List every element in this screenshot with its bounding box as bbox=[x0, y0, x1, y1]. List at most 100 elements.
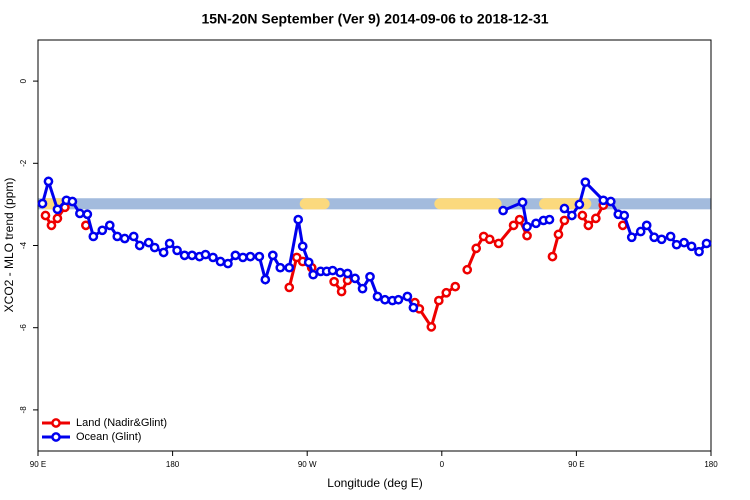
land-span bbox=[434, 198, 502, 210]
data-point bbox=[275, 262, 286, 273]
band bbox=[38, 198, 711, 210]
data-point bbox=[441, 287, 452, 298]
data-point bbox=[187, 250, 197, 261]
data-point bbox=[665, 231, 676, 242]
data-point bbox=[67, 196, 78, 207]
y-tick-label: -8 bbox=[19, 406, 28, 414]
data-point bbox=[365, 271, 375, 282]
data-point bbox=[514, 214, 525, 225]
data-point bbox=[635, 226, 646, 237]
data-point bbox=[134, 240, 145, 251]
data-point bbox=[52, 213, 63, 224]
data-point bbox=[164, 238, 175, 249]
data-point bbox=[104, 220, 115, 231]
y-tick-label: 0 bbox=[19, 78, 28, 83]
data-point bbox=[471, 243, 482, 254]
data-point bbox=[393, 294, 404, 305]
data-point bbox=[350, 273, 360, 284]
data-point bbox=[567, 210, 577, 221]
legend-marker bbox=[51, 418, 61, 428]
data-point bbox=[433, 295, 444, 306]
data-point bbox=[380, 294, 390, 305]
data-point bbox=[52, 204, 63, 215]
data-point bbox=[293, 214, 304, 225]
data-point bbox=[641, 220, 652, 231]
data-point bbox=[574, 199, 585, 210]
x-tick-label: 0 bbox=[440, 460, 445, 469]
data-point bbox=[522, 230, 532, 241]
x-tick-label: 180 bbox=[704, 460, 718, 469]
data-point bbox=[426, 322, 437, 332]
data-point bbox=[179, 250, 190, 261]
data-point bbox=[694, 246, 704, 257]
data-point bbox=[342, 268, 353, 279]
data-point bbox=[128, 231, 139, 242]
data-point bbox=[143, 237, 154, 248]
data-point bbox=[267, 250, 278, 261]
data-point bbox=[97, 225, 108, 236]
data-point bbox=[335, 267, 345, 278]
data-point bbox=[46, 220, 57, 231]
data-point bbox=[559, 203, 570, 214]
data-point bbox=[327, 265, 338, 276]
data-point bbox=[522, 221, 532, 232]
data-point bbox=[158, 247, 169, 258]
land-span bbox=[299, 198, 330, 210]
data-point bbox=[37, 198, 48, 209]
data-point bbox=[686, 241, 697, 252]
data-point bbox=[498, 205, 508, 216]
data-point bbox=[450, 281, 461, 292]
data-point bbox=[329, 276, 339, 287]
data-point bbox=[88, 231, 99, 242]
legend-label: Ocean (Glint) bbox=[76, 431, 141, 443]
data-point bbox=[43, 176, 54, 187]
data-point bbox=[245, 251, 256, 262]
data-point bbox=[238, 252, 248, 263]
data-point bbox=[598, 195, 609, 206]
data-point bbox=[357, 283, 368, 294]
data-point bbox=[679, 237, 689, 248]
data-point bbox=[553, 229, 564, 240]
data-point bbox=[372, 291, 383, 302]
chart-title: 15N-20N September (Ver 9) 2014-09-06 to … bbox=[201, 11, 548, 27]
data-point bbox=[172, 245, 182, 256]
data-point bbox=[284, 282, 295, 293]
data-point bbox=[308, 269, 319, 280]
data-point bbox=[462, 264, 473, 275]
data-point bbox=[82, 209, 93, 220]
data-point bbox=[605, 196, 616, 207]
data-point bbox=[547, 251, 558, 262]
data-point bbox=[223, 258, 233, 269]
data-point bbox=[590, 213, 601, 224]
y-tick-label: -4 bbox=[19, 241, 28, 249]
data-point bbox=[260, 274, 271, 285]
data-point bbox=[517, 197, 528, 208]
data-point bbox=[112, 231, 123, 242]
data-point bbox=[230, 250, 241, 261]
data-point bbox=[580, 177, 591, 188]
data-point bbox=[402, 291, 413, 302]
data-point bbox=[208, 252, 218, 263]
data-point bbox=[254, 251, 265, 262]
x-tick-label: 90 E bbox=[568, 460, 584, 469]
data-point bbox=[215, 256, 226, 267]
legend-label: Land (Nadir&Glint) bbox=[76, 417, 167, 429]
y-axis-label: XCO2 - MLO trend (ppm) bbox=[2, 178, 16, 313]
data-point bbox=[75, 208, 85, 219]
data-point bbox=[656, 234, 667, 245]
x-tick-label: 90 W bbox=[298, 460, 317, 469]
data-point bbox=[559, 215, 570, 226]
data-point bbox=[284, 262, 295, 273]
data-point bbox=[119, 233, 130, 244]
x-axis-label: Longitude (deg E) bbox=[327, 476, 422, 490]
data-point bbox=[508, 220, 519, 231]
legend-marker bbox=[51, 432, 61, 442]
data-point bbox=[577, 210, 588, 221]
series-line bbox=[581, 204, 605, 228]
data-point bbox=[583, 220, 594, 231]
data-point bbox=[649, 232, 660, 243]
data-point bbox=[544, 214, 555, 225]
data-point bbox=[531, 218, 541, 229]
y-tick-label: -6 bbox=[19, 324, 28, 332]
